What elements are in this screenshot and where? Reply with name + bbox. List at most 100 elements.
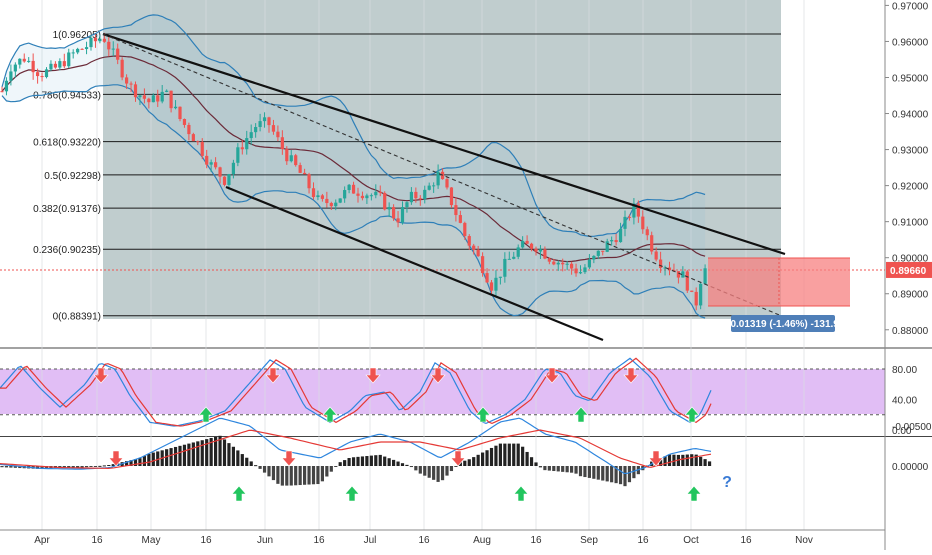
candle-body [472,245,476,250]
candle-body [240,147,244,150]
time-tick-label: Jul [364,535,377,546]
macd-histogram-bar [565,466,569,473]
stoch-bearish-arrow [430,367,446,384]
candle-body [120,59,124,78]
candle-body [347,184,351,191]
candle-body [9,71,13,81]
candle-body [507,258,511,260]
macd-histogram-bar [320,466,324,482]
candle-body [111,48,115,50]
macd-histogram-bar [258,466,262,469]
macd-histogram-bar [222,439,227,466]
time-tick-label: 16 [91,535,103,546]
macd-bullish-arrow [231,485,247,502]
candle-body [543,249,547,259]
macd-histogram-bar [178,445,182,466]
macd-histogram-bar [71,466,75,468]
macd-histogram-bar [521,446,525,466]
macd-histogram-bar [440,466,445,481]
macd-histogram-bar [334,466,338,467]
macd-histogram-bar [36,466,40,469]
candle-body [418,198,422,200]
macd-histogram-bar [325,466,329,477]
macd-bearish-arrow [281,450,297,467]
macd-histogram-bar [707,461,712,466]
candle-body [205,155,209,165]
macd-tick-label: -0.00500 [892,422,932,433]
candle-body [62,61,66,67]
fib-level-label: 0.236(0.90235) [33,245,101,256]
candle-body [685,271,689,291]
candle-body [516,247,520,257]
fib-level-label: 1(0.96205) [53,30,101,41]
macd-histogram-bar [427,466,431,478]
macd-histogram-bar [396,461,400,466]
macd-histogram-bar [84,466,89,468]
macd-histogram-bar [525,451,529,466]
candle-body [521,240,525,248]
macd-histogram-bar [187,443,191,466]
macd-histogram-bar [552,466,556,472]
stoch-bearish-arrow [365,367,381,384]
candle-body [356,193,360,196]
candle-body [138,95,142,98]
stoch-tick-label: 40.00 [892,396,917,407]
candle-body [694,291,698,306]
candle-body [561,262,565,265]
macd-histogram-bar [138,458,142,466]
macd-histogram-bar [449,466,454,472]
candle-body [436,171,440,186]
macd-histogram-bar [285,466,289,486]
stoch-bearish-arrow [265,367,281,384]
stoch-d-line [0,357,712,427]
candle-body [334,202,338,207]
macd-histogram-bar [610,466,614,483]
macd-histogram-bar [294,466,298,486]
macd-histogram-bar [182,444,187,466]
candle-body [458,215,462,223]
candle-body [529,243,534,249]
macd-histogram-bar [214,436,218,466]
stoch-bullish-arrow [475,406,491,423]
macd-histogram-bar [485,450,489,466]
macd-histogram-bar [231,446,235,466]
macd-histogram-bar [165,449,169,466]
macd-histogram-bar [245,457,249,466]
macd-bearish-arrow [450,450,466,467]
candle-body [165,90,169,92]
macd-histogram-bar [240,454,244,466]
macd-histogram-bar [503,443,507,466]
price-tick-label: 0.94000 [892,110,929,121]
macd-histogram-bar [58,466,62,468]
candle-body [378,191,382,193]
candle-body [80,48,84,50]
candle-body [267,117,271,126]
candle-body [681,271,685,278]
macd-histogram-bar [303,466,307,485]
candle-body [565,263,569,265]
macd-histogram-bar [67,466,71,468]
price-tick-label: 0.90000 [892,254,929,265]
candle-body [58,61,62,68]
macd-histogram-bar [672,454,676,466]
macd-histogram-bar [347,458,351,466]
candle-body [40,76,44,78]
candle-body [249,132,253,139]
macd-histogram-bar [583,466,587,478]
macd-histogram-bar [454,466,458,467]
macd-histogram-bar [618,466,623,485]
macd-histogram-bar [414,466,418,471]
macd-histogram-bar [632,466,636,479]
macd-histogram-bar [76,466,80,468]
macd-histogram-bar [156,451,160,466]
macd-histogram-bar [445,466,449,476]
candle-body [614,240,618,243]
candle-body [654,251,658,260]
candle-body [325,198,329,204]
macd-histogram-bar [405,464,409,466]
price-tick-label: 0.96000 [892,37,929,48]
macd-histogram-bar [529,457,534,466]
candle-body [191,134,195,142]
